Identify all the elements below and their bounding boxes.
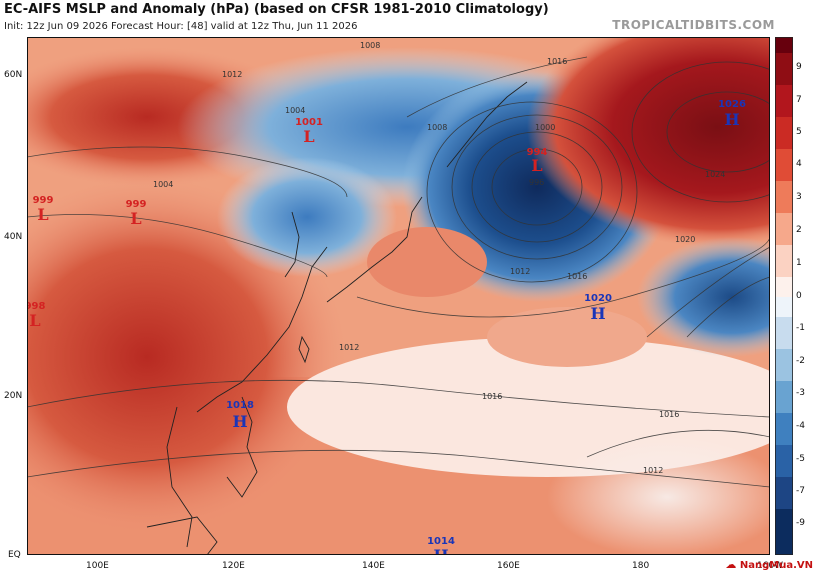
- coast-korea: [284, 211, 300, 278]
- lon-label: 160W: [757, 561, 784, 571]
- isobar-label: 1008: [360, 41, 380, 50]
- neutral-southeast: [547, 437, 770, 555]
- coast-taiwan: [298, 335, 310, 364]
- coast-kamchatka: [446, 81, 528, 168]
- colorbar-tick: -1: [796, 323, 805, 333]
- isobar-label: 1000: [535, 123, 555, 132]
- colorbar-tick: -5: [796, 454, 805, 464]
- isobar-label: 1020: [675, 235, 695, 244]
- isobar-label: 1016: [659, 410, 679, 419]
- colorbar-tick: 0: [796, 291, 802, 301]
- pressure-systems: 994 L 1001 L 999 L 999 L 998 L 1026 H 10…: [27, 99, 746, 555]
- isobar-label: 1024: [705, 170, 725, 179]
- low-center-marker: L: [303, 127, 314, 146]
- colorbar: [775, 37, 793, 555]
- colorbar-tick: 9: [796, 62, 802, 72]
- site-watermark: TROPICALTIDBITS.COM: [612, 18, 775, 32]
- coast-philippines: [226, 396, 258, 498]
- high-anomaly-core: [527, 37, 770, 247]
- isobar-label: 1012: [222, 70, 242, 79]
- isobar-label: 996: [529, 178, 544, 187]
- low-center-marker: L: [531, 156, 542, 175]
- cool-anomaly-korea: [217, 157, 397, 277]
- map-title: EC-AIFS MSLP and Anomaly (hPa) (based on…: [4, 2, 549, 17]
- lat-label: EQ: [8, 550, 21, 560]
- isobar-label: 1004: [285, 106, 305, 115]
- lon-label: 140E: [362, 561, 385, 571]
- low-center-marker: L: [130, 209, 141, 228]
- cloud-icon: ☁: [725, 558, 737, 571]
- map-canvas: 1008 1012 1016 1020 1004 1000 996 1024 1…: [27, 37, 770, 555]
- high-center-marker: H: [433, 546, 448, 555]
- isobar-label: 1008: [427, 123, 447, 132]
- lon-label: 160E: [497, 561, 520, 571]
- coast-borneo: [146, 516, 218, 555]
- warm-patch-japan: [367, 227, 487, 297]
- coast-japan: [326, 196, 423, 303]
- colorbar-tick: -9: [796, 518, 805, 528]
- low-center-marker: L: [29, 311, 40, 330]
- isobar-label: 1016: [482, 392, 502, 401]
- colorbar-tick: 1: [796, 258, 802, 268]
- colorbar-tick: -7: [796, 486, 805, 496]
- map-frame: [27, 37, 770, 555]
- lon-label: 100E: [86, 561, 109, 571]
- colorbar-tick: -4: [796, 421, 805, 431]
- isobar-label: 1012: [510, 267, 530, 276]
- isobars: [27, 56, 770, 488]
- low-center-value: 998: [27, 301, 45, 312]
- isobar-labels: 1008 1012 1016 1020 1004 1000 996 1024 1…: [153, 41, 725, 475]
- colorbar-tick: 5: [796, 127, 802, 137]
- cool-anomaly-southeast: [637, 237, 770, 357]
- isobar-label: 1016: [567, 272, 587, 281]
- high-center-marker: H: [590, 304, 605, 323]
- high-center-value: 1018: [226, 400, 254, 411]
- isobar-label: 1012: [643, 466, 663, 475]
- anomaly-map: 1008 1012 1016 1020 1004 1000 996 1024 1…: [27, 37, 770, 555]
- high-center-value: 1020: [584, 293, 612, 304]
- high-center-marker: H: [232, 412, 247, 431]
- low-center-marker: L: [37, 205, 48, 224]
- lon-label: 180: [632, 561, 650, 571]
- map-subtitle: Init: 12z Jun 09 2026 Forecast Hour: [48…: [4, 21, 358, 32]
- isobar-label: 1004: [153, 180, 173, 189]
- lat-label: 60N: [4, 70, 23, 80]
- isobar-label: 1012: [339, 343, 359, 352]
- lon-label: 120E: [222, 561, 245, 571]
- colorbar-tick: -3: [796, 388, 805, 398]
- low-center-value: 999: [33, 195, 54, 206]
- high-center-marker: H: [724, 110, 739, 129]
- colorbar-tick: 3: [796, 192, 802, 202]
- coast-indochina: [166, 406, 193, 548]
- low-center-value: 999: [126, 199, 147, 210]
- isobar-label: 1016: [547, 57, 567, 66]
- lat-label: 20N: [4, 391, 23, 401]
- high-center-value: 1026: [718, 99, 746, 110]
- logo-text: NangMua.VN: [739, 560, 813, 571]
- coast-china: [196, 246, 328, 413]
- brand-logo: ☁ NangMua.VN: [725, 558, 813, 571]
- low-center-value: 1001: [295, 117, 323, 128]
- lat-label: 40N: [4, 232, 23, 242]
- colorbar-tick: 2: [796, 225, 802, 235]
- warm-patch-central: [487, 307, 647, 367]
- coastlines: [146, 81, 528, 555]
- colorbar-tick: 7: [796, 95, 802, 105]
- low-center-value: 994: [527, 147, 548, 158]
- colorbar-tick: -2: [796, 356, 805, 366]
- colorbar-tick: 4: [796, 159, 802, 169]
- high-center-value: 1014: [427, 536, 455, 547]
